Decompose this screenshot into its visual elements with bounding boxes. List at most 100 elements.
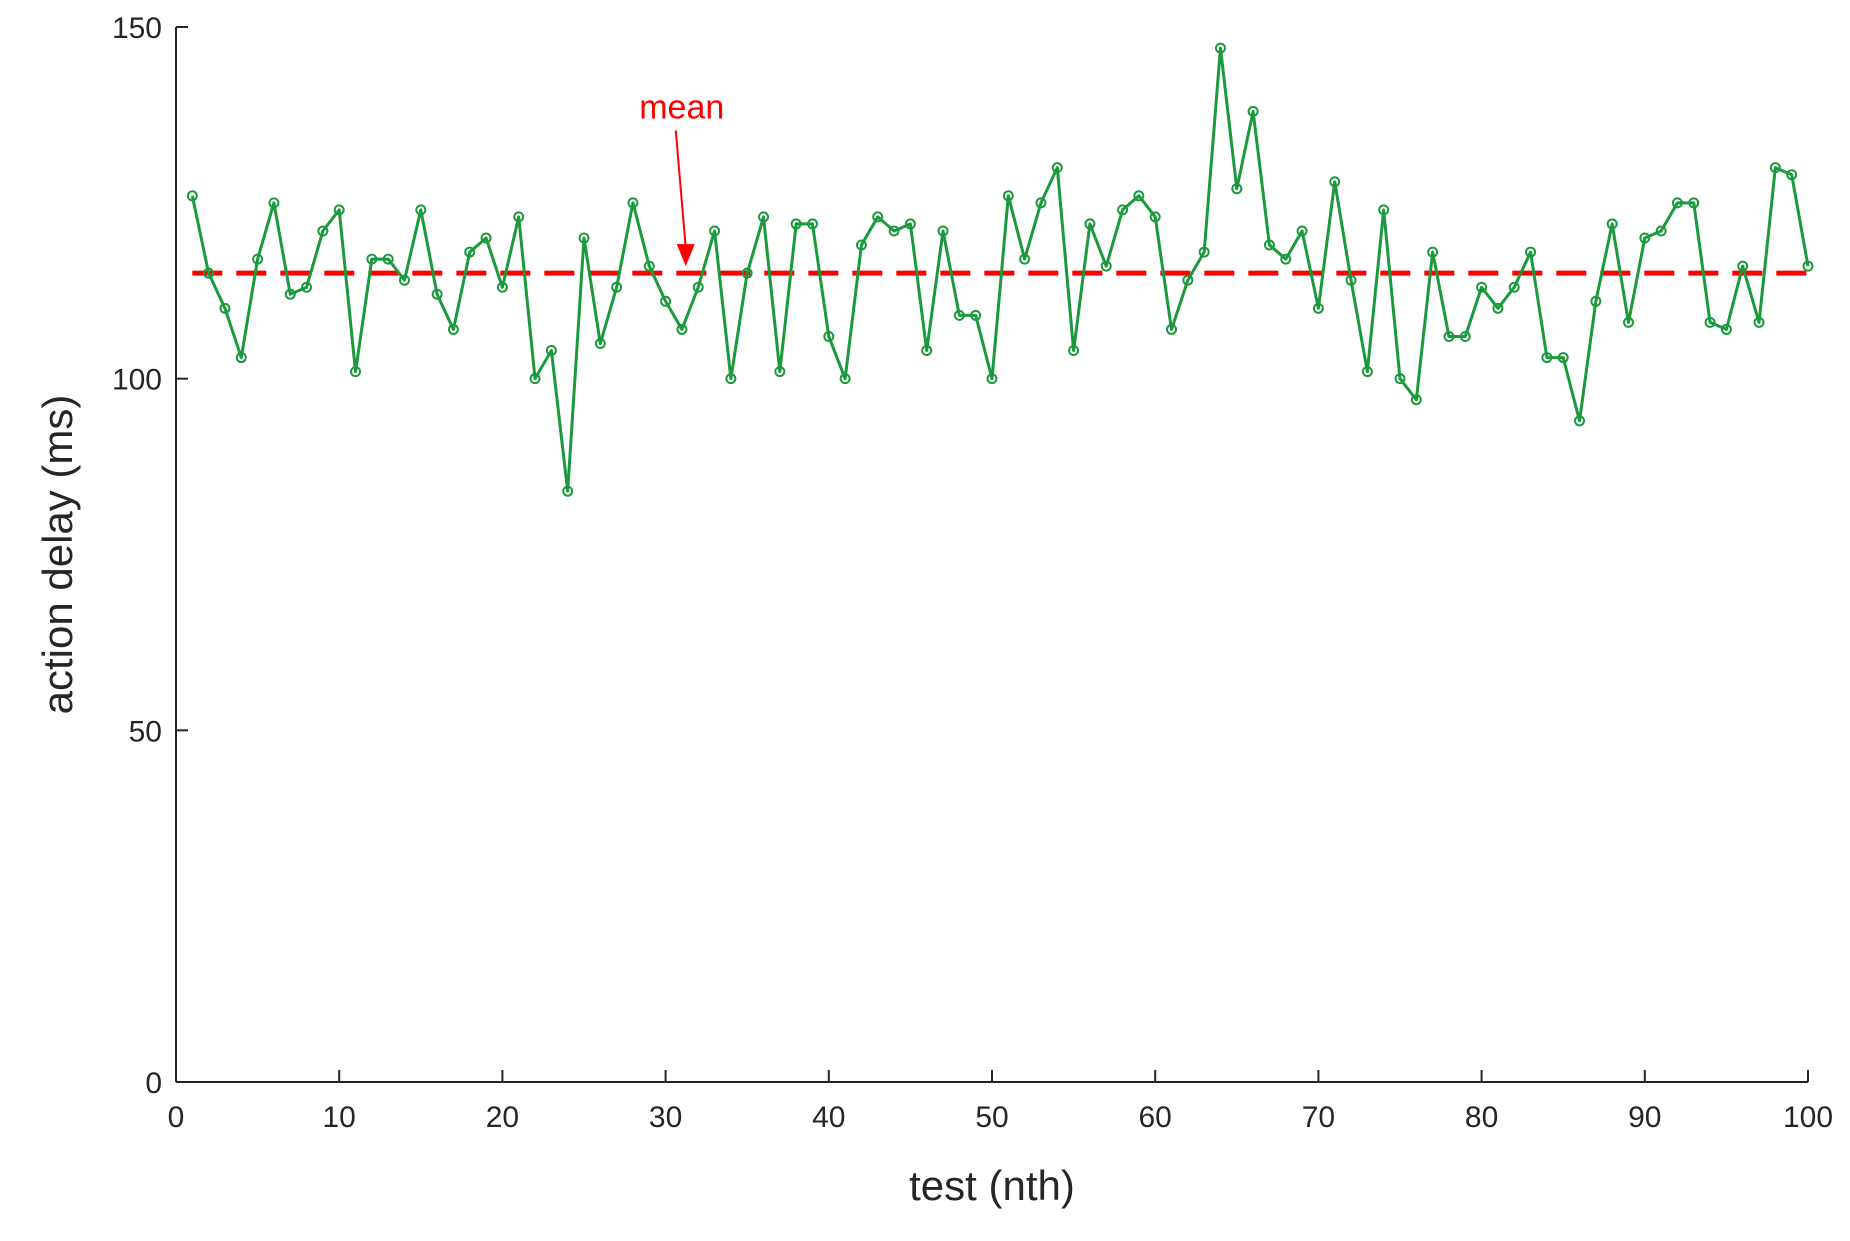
data-point — [643, 260, 655, 272]
data-point — [252, 253, 264, 265]
data-point — [1312, 302, 1324, 314]
x-tick-label: 10 — [323, 1101, 356, 1134]
data-point — [1068, 345, 1080, 357]
data-point — [741, 267, 753, 279]
data-point — [1606, 218, 1618, 230]
data-point — [1508, 281, 1520, 293]
data-point — [1214, 42, 1226, 54]
y-tick-label: 100 — [112, 364, 162, 397]
data-point — [1720, 323, 1732, 335]
data-point — [1769, 162, 1781, 174]
data-point — [1671, 197, 1683, 209]
y-tick-label: 0 — [145, 1067, 162, 1100]
series-layer — [186, 42, 1814, 497]
data-point — [317, 225, 329, 237]
data-point — [382, 253, 394, 265]
series-line — [190, 46, 1810, 493]
data-point — [1704, 316, 1716, 328]
mean-annotation-arrowhead — [676, 244, 695, 267]
data-point — [203, 267, 215, 279]
annotation-layer: mean — [639, 88, 724, 267]
data-point — [1329, 176, 1341, 188]
data-point — [513, 211, 525, 223]
data-point — [1198, 246, 1210, 258]
data-point — [447, 323, 459, 335]
data-point — [660, 295, 672, 307]
data-point — [823, 330, 835, 342]
data-point — [496, 281, 508, 293]
data-point — [1574, 415, 1586, 427]
x-tick-label: 40 — [812, 1101, 845, 1134]
data-point — [284, 288, 296, 300]
data-point — [970, 309, 982, 321]
data-point — [1166, 323, 1178, 335]
data-point — [219, 302, 231, 314]
data-point — [1590, 295, 1602, 307]
data-point — [562, 485, 574, 497]
data-point — [594, 338, 606, 349]
x-tick-label: 60 — [1139, 1101, 1172, 1134]
data-point — [1525, 246, 1537, 258]
data-point — [1280, 253, 1292, 265]
data-point — [1149, 211, 1161, 223]
data-point — [1476, 281, 1488, 293]
data-point — [758, 211, 770, 223]
data-point — [1541, 352, 1553, 364]
data-point — [1622, 316, 1634, 328]
data-point — [676, 323, 688, 335]
data-point — [1084, 218, 1096, 230]
data-point — [1655, 225, 1667, 237]
data-point — [1051, 162, 1063, 174]
data-point — [1802, 260, 1814, 272]
data-point — [1378, 204, 1390, 216]
data-point — [888, 225, 900, 237]
data-point — [301, 281, 313, 293]
data-point — [872, 211, 884, 223]
y-tick-label: 50 — [129, 715, 162, 748]
data-point — [398, 274, 410, 286]
x-tick-label: 90 — [1628, 1101, 1661, 1134]
data-point — [1231, 183, 1243, 195]
data-point — [937, 225, 949, 237]
data-point — [790, 218, 802, 230]
data-point — [578, 232, 590, 244]
data-point — [235, 352, 247, 364]
data-point — [186, 190, 198, 202]
data-point — [1117, 204, 1129, 216]
data-point — [268, 197, 280, 209]
y-tick-label: 150 — [112, 12, 162, 45]
data-point — [1557, 352, 1569, 364]
data-point — [855, 239, 867, 251]
data-point — [1100, 260, 1112, 272]
data-point — [627, 197, 639, 209]
data-point — [1182, 274, 1194, 286]
data-point — [904, 218, 916, 230]
data-point — [1263, 239, 1275, 251]
data-point — [774, 366, 786, 378]
data-point — [1247, 105, 1259, 117]
mean-annotation-arrow — [674, 130, 687, 249]
data-point — [366, 253, 378, 265]
data-point — [1035, 197, 1047, 209]
data-point — [1296, 225, 1308, 237]
data-point — [1133, 190, 1145, 202]
data-point — [1410, 394, 1422, 406]
data-point — [839, 373, 851, 385]
y-axis-label: action delay (ms) — [34, 395, 81, 715]
x-tick-label: 80 — [1465, 1101, 1498, 1134]
data-point — [464, 246, 476, 258]
data-point — [1002, 190, 1014, 202]
x-tick-label: 30 — [649, 1101, 682, 1134]
data-point — [921, 345, 933, 357]
data-point — [1019, 253, 1031, 265]
x-tick-label: 50 — [975, 1101, 1008, 1134]
data-point — [1786, 169, 1798, 181]
x-axis-label: test (nth) — [909, 1162, 1075, 1209]
data-point — [725, 373, 737, 385]
data-point — [1753, 316, 1765, 328]
data-point — [692, 281, 704, 293]
data-point — [1459, 330, 1471, 342]
data-point — [1427, 246, 1439, 258]
data-point — [1361, 366, 1373, 378]
data-point — [986, 373, 998, 385]
